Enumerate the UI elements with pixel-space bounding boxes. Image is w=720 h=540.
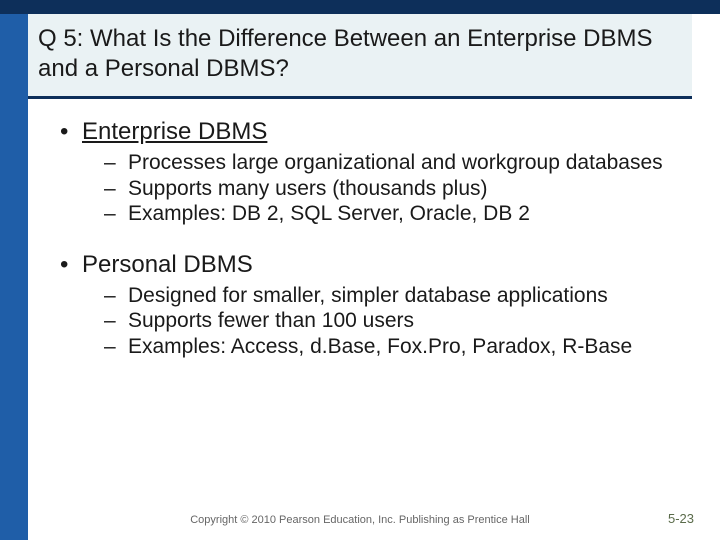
dash-icon: – bbox=[104, 150, 128, 176]
list-item: – Supports fewer than 100 users bbox=[104, 308, 690, 334]
slide-body: •Enterprise DBMS – Processes large organ… bbox=[60, 118, 690, 384]
dash-icon: – bbox=[104, 176, 128, 202]
list-item-text: Supports fewer than 100 users bbox=[128, 308, 690, 334]
top-accent-bar bbox=[0, 0, 720, 14]
section-items: – Designed for smaller, simpler database… bbox=[104, 283, 690, 360]
left-sidebar-accent bbox=[0, 0, 28, 540]
section-heading: •Enterprise DBMS bbox=[60, 118, 690, 146]
bullet-icon: • bbox=[60, 251, 82, 279]
copyright-footer: Copyright © 2010 Pearson Education, Inc.… bbox=[0, 514, 720, 526]
list-item: – Examples: Access, d.Base, Fox.Pro, Par… bbox=[104, 334, 690, 360]
slide-title: Q 5: What Is the Difference Between an E… bbox=[38, 24, 682, 84]
dash-icon: – bbox=[104, 308, 128, 334]
list-item-text: Processes large organizational and workg… bbox=[128, 150, 690, 176]
list-item-text: Examples: Access, d.Base, Fox.Pro, Parad… bbox=[128, 334, 690, 360]
list-item: – Processes large organizational and wor… bbox=[104, 150, 690, 176]
bullet-icon: • bbox=[60, 118, 82, 146]
page-number: 5-23 bbox=[668, 511, 694, 526]
list-item-text: Examples: DB 2, SQL Server, Oracle, DB 2 bbox=[128, 201, 690, 227]
section-heading: •Personal DBMS bbox=[60, 251, 690, 279]
section-items: – Processes large organizational and wor… bbox=[104, 150, 690, 227]
dash-icon: – bbox=[104, 201, 128, 227]
list-item: – Designed for smaller, simpler database… bbox=[104, 283, 690, 309]
section-heading-text: Personal DBMS bbox=[82, 251, 253, 278]
dash-icon: – bbox=[104, 334, 128, 360]
list-item-text: Designed for smaller, simpler database a… bbox=[128, 283, 690, 309]
list-item: – Supports many users (thousands plus) bbox=[104, 176, 690, 202]
list-item: – Examples: DB 2, SQL Server, Oracle, DB… bbox=[104, 201, 690, 227]
slide-title-box: Q 5: What Is the Difference Between an E… bbox=[28, 14, 692, 99]
list-item-text: Supports many users (thousands plus) bbox=[128, 176, 690, 202]
section-heading-text: Enterprise DBMS bbox=[82, 118, 267, 145]
dash-icon: – bbox=[104, 283, 128, 309]
